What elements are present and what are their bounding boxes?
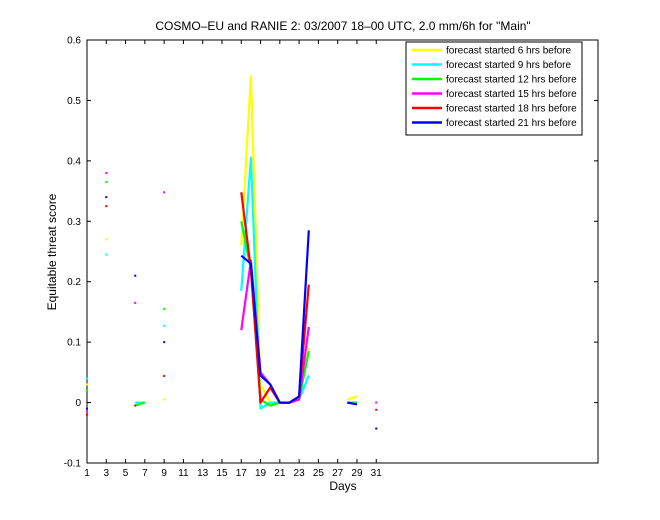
x-tick-label: 15 bbox=[216, 468, 228, 479]
x-tick-label: 11 bbox=[178, 468, 189, 479]
series-line bbox=[240, 230, 310, 404]
x-tick-label: 13 bbox=[197, 468, 209, 479]
x-tick-label: 17 bbox=[236, 468, 248, 479]
y-tick-label: 0.4 bbox=[67, 156, 81, 167]
x-tick-label: 3 bbox=[104, 468, 110, 479]
series-point bbox=[86, 389, 88, 392]
series-point bbox=[134, 274, 137, 277]
series-point bbox=[86, 377, 88, 380]
series-point bbox=[375, 401, 378, 404]
series-line bbox=[346, 395, 358, 401]
series-point bbox=[134, 301, 137, 304]
chart-title: COSMO–EU and RANIE 2: 03/2007 18–00 UTC,… bbox=[155, 19, 530, 33]
series-point bbox=[105, 171, 108, 174]
legend-label: forecast started 9 hrs before bbox=[446, 60, 572, 71]
series-point bbox=[105, 253, 108, 256]
legend-label: forecast started 15 hrs before bbox=[446, 89, 577, 100]
y-tick-label: 0.2 bbox=[67, 277, 81, 288]
plot-area: 1 3 5 7 9 11 13 15 17 19 21 23 25 27 29 31-0.100.10.20.… bbox=[64, 36, 599, 479]
series-point bbox=[163, 307, 166, 310]
y-tick-label: 0.1 bbox=[67, 338, 81, 349]
series-point bbox=[86, 410, 88, 413]
series-point bbox=[86, 383, 88, 386]
y-tick-label: 0.6 bbox=[67, 36, 81, 47]
series-point bbox=[163, 374, 166, 377]
y-tick-label: 0.3 bbox=[67, 217, 81, 228]
series-line bbox=[134, 401, 146, 407]
y-tick-label: 0 bbox=[75, 398, 81, 409]
series-point bbox=[86, 413, 88, 416]
x-tick-label: 27 bbox=[332, 468, 344, 479]
series-point bbox=[163, 398, 166, 401]
series-point bbox=[86, 407, 88, 410]
series-point bbox=[134, 404, 137, 407]
series-point bbox=[375, 427, 378, 430]
x-tick-label: 19 bbox=[255, 468, 267, 479]
x-tick-label: 23 bbox=[294, 468, 306, 479]
y-tick-label: 0.5 bbox=[67, 96, 81, 107]
series-point bbox=[163, 341, 166, 344]
x-tick-label: 21 bbox=[274, 468, 286, 479]
y-tick-label: -0.1 bbox=[64, 459, 82, 470]
series-point bbox=[105, 181, 108, 184]
legend-label: forecast started 12 hrs before bbox=[446, 75, 577, 86]
series-point bbox=[375, 408, 378, 411]
series-line bbox=[347, 401, 358, 406]
x-axis-title: Days bbox=[329, 479, 356, 493]
plot-frame bbox=[86, 39, 599, 464]
x-tick-label: 25 bbox=[313, 468, 325, 479]
series-point bbox=[105, 205, 108, 208]
x-tick-label: 29 bbox=[351, 468, 363, 479]
series-point bbox=[163, 191, 166, 194]
series-point bbox=[163, 324, 166, 327]
x-tick-label: 5 bbox=[123, 468, 129, 479]
series-point bbox=[105, 196, 108, 199]
x-tick-label: 9 bbox=[161, 468, 167, 479]
legend-label: forecast started 18 hrs before bbox=[446, 104, 577, 115]
x-tick-label: 7 bbox=[142, 468, 148, 479]
series-point bbox=[105, 238, 108, 241]
legend-box bbox=[405, 41, 583, 136]
y-axis-title: Equitable threat score bbox=[45, 193, 59, 310]
legend-label: forecast started 21 hrs before bbox=[446, 118, 577, 129]
x-tick-label: 1 bbox=[84, 468, 90, 479]
legend-label: forecast started 6 hrs before bbox=[446, 46, 572, 57]
x-tick-label: 31 bbox=[371, 468, 383, 479]
